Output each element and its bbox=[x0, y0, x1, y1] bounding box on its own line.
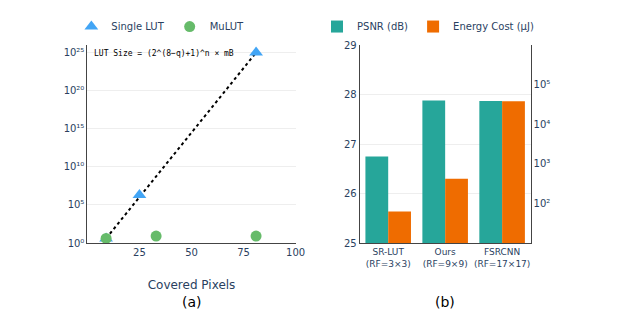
svg-text:(b): (b) bbox=[435, 294, 455, 310]
svg-text:LUT Size = (2^(8−q)+1)^n × mB: LUT Size = (2^(8−q)+1)^n × mB bbox=[94, 49, 234, 58]
svg-text:10¹⁰: 10¹⁰ bbox=[64, 161, 85, 172]
svg-text:10²: 10² bbox=[534, 198, 551, 209]
svg-text:Covered Pixels: Covered Pixels bbox=[148, 278, 236, 292]
svg-text:27: 27 bbox=[344, 139, 357, 150]
svg-text:25: 25 bbox=[344, 238, 357, 249]
svg-text:50: 50 bbox=[185, 247, 198, 258]
svg-text:100: 100 bbox=[286, 247, 305, 258]
svg-text:10⁰: 10⁰ bbox=[68, 238, 85, 249]
svg-text:(a): (a) bbox=[182, 294, 202, 310]
svg-text:28: 28 bbox=[344, 89, 357, 100]
svg-text:29: 29 bbox=[344, 40, 357, 51]
svg-text:FSRCNN(RF=17×17): FSRCNN(RF=17×17) bbox=[474, 247, 530, 269]
svg-text:Ours(RF=9×9): Ours(RF=9×9) bbox=[423, 247, 468, 269]
svg-text:10⁵: 10⁵ bbox=[534, 79, 551, 90]
svg-text:Energy Cost (μJ): Energy Cost (μJ) bbox=[453, 21, 534, 32]
svg-text:10¹⁵: 10¹⁵ bbox=[64, 123, 85, 134]
svg-text:10²⁰: 10²⁰ bbox=[64, 85, 85, 96]
svg-text:25: 25 bbox=[133, 247, 146, 258]
svg-text:10²⁵: 10²⁵ bbox=[64, 47, 85, 58]
svg-text:75: 75 bbox=[237, 247, 250, 258]
svg-text:10⁵: 10⁵ bbox=[68, 199, 85, 210]
svg-text:SR-LUT(RF=3×3): SR-LUT(RF=3×3) bbox=[366, 247, 411, 269]
svg-text:10³: 10³ bbox=[534, 158, 551, 169]
svg-text:26: 26 bbox=[344, 188, 357, 199]
svg-text:MuLUT: MuLUT bbox=[210, 21, 244, 32]
svg-text:PSNR (dB): PSNR (dB) bbox=[357, 21, 408, 32]
svg-text:Single LUT: Single LUT bbox=[111, 21, 164, 32]
svg-text:10⁴: 10⁴ bbox=[534, 119, 551, 130]
